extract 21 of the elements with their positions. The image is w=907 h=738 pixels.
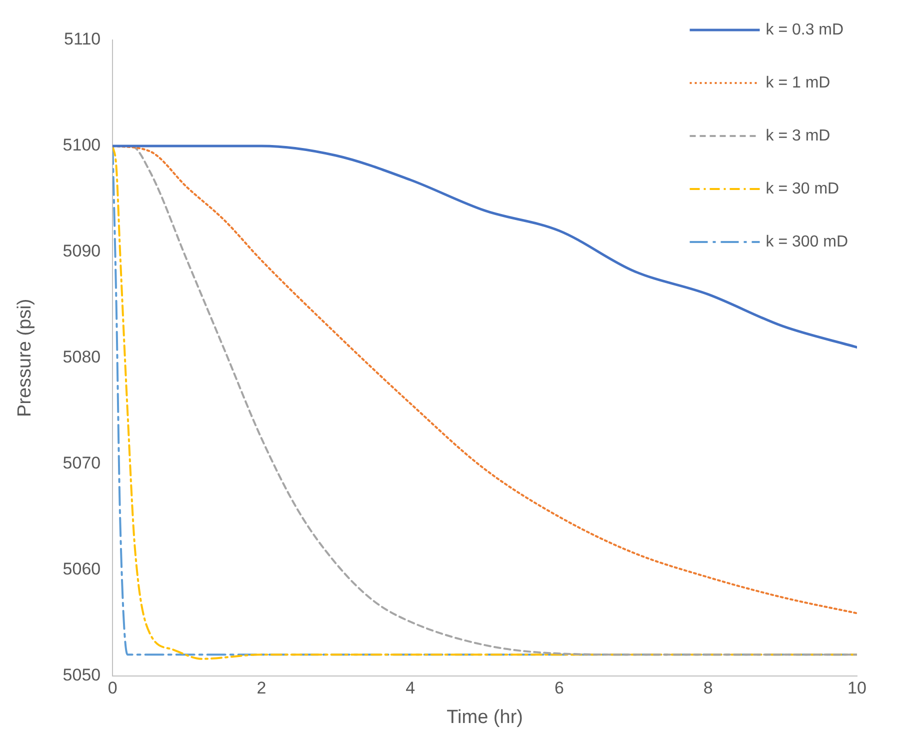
x-tick-label: 0 [108, 678, 118, 698]
legend-label: k = 300 mD [766, 233, 848, 250]
y-axis-title: Pressure (psi) [14, 298, 36, 418]
y-tick-label: 5090 [62, 242, 101, 261]
y-tick-label: 5080 [62, 348, 101, 367]
x-axis-title: Time (hr) [446, 706, 523, 728]
x-tick-label: 10 [848, 678, 866, 698]
legend-label: k = 30 mD [766, 180, 840, 198]
legend-label: k = 3 mD [766, 127, 830, 144]
y-tick-label: 5070 [62, 454, 101, 473]
x-tick-label: 6 [554, 678, 564, 698]
x-tick-label: 2 [256, 678, 266, 698]
y-tick-label: 5050 [62, 665, 101, 684]
x-tick-label: 8 [703, 678, 713, 698]
line-series [112, 144, 857, 349]
legend-label: k = 0.3 mD [766, 21, 844, 38]
y-tick-label: 5100 [62, 136, 101, 155]
legend-label: k = 1 mD [766, 74, 830, 92]
y-tick-label: 5110 [64, 30, 101, 49]
y-tick-label: 5060 [62, 560, 101, 579]
x-tick-label: 4 [406, 678, 416, 698]
